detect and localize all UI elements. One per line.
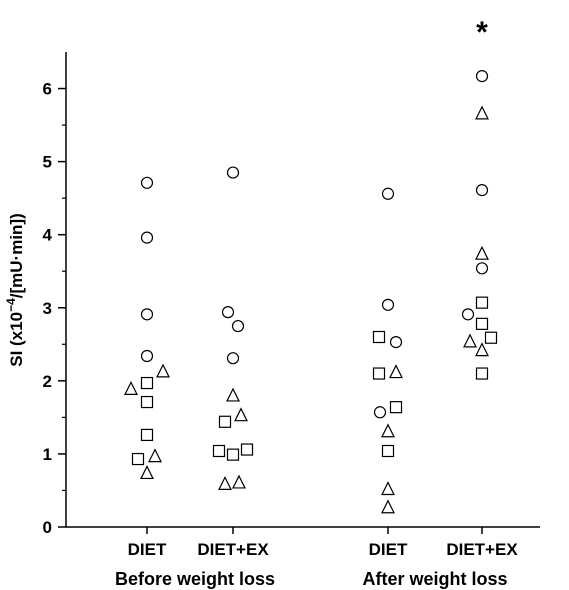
- data-point-circle: [223, 307, 234, 318]
- y-tick-label: 6: [43, 80, 52, 99]
- data-point-triangle: [227, 389, 239, 401]
- data-point-circle: [228, 353, 239, 364]
- data-point-triangle: [149, 450, 161, 462]
- data-point-triangle: [382, 501, 394, 513]
- data-point-triangle: [382, 483, 394, 495]
- group-label: Before weight loss: [115, 569, 275, 589]
- data-point-circle: [142, 177, 153, 188]
- y-tick-label: 2: [43, 372, 52, 391]
- data-point-circle: [477, 71, 488, 82]
- data-point-circle: [228, 167, 239, 178]
- x-category-labels: DIET DIET+EX DIET DIET+EX: [128, 527, 519, 559]
- data-point-circle: [477, 263, 488, 274]
- y-tick-label: 1: [43, 445, 52, 464]
- x-category-label: DIET+EX: [197, 540, 269, 559]
- data-point-triangle: [233, 476, 245, 488]
- data-point-circle: [463, 309, 474, 320]
- data-point-triangle: [235, 409, 247, 421]
- data-point-triangle: [476, 344, 488, 356]
- data-point-square: [220, 416, 231, 427]
- data-point-square: [142, 429, 153, 440]
- data-point-circle: [383, 299, 394, 310]
- data-point-triangle: [382, 425, 394, 437]
- data-point-square: [242, 444, 253, 455]
- data-point-triangle: [476, 107, 488, 119]
- data-point-square: [228, 449, 239, 460]
- data-point-square: [477, 318, 488, 329]
- data-point-square: [214, 446, 225, 457]
- data-point-circle: [477, 185, 488, 196]
- data-point-triangle: [125, 382, 137, 394]
- x-category-label: DIET: [128, 540, 167, 559]
- data-point-square: [374, 332, 385, 343]
- y-tick-label: 3: [43, 299, 52, 318]
- significance-asterisk: *: [476, 16, 488, 49]
- y-tick-label: 5: [43, 153, 52, 172]
- y-axis-label: SI (x10−4/[mU·min]): [4, 213, 26, 366]
- data-point-triangle: [157, 365, 169, 377]
- group-labels: Before weight loss After weight loss: [115, 569, 508, 589]
- group-label: After weight loss: [362, 569, 507, 589]
- data-point-triangle: [464, 335, 476, 347]
- data-points: [125, 71, 497, 513]
- data-point-circle: [375, 407, 386, 418]
- data-point-circle: [383, 188, 394, 199]
- data-point-square: [391, 402, 402, 413]
- data-point-circle: [142, 351, 153, 362]
- data-point-circle: [391, 337, 402, 348]
- data-point-square: [486, 332, 497, 343]
- data-point-square: [477, 368, 488, 379]
- data-point-square: [374, 368, 385, 379]
- data-point-triangle: [390, 366, 402, 378]
- data-point-circle: [142, 309, 153, 320]
- data-point-circle: [233, 321, 244, 332]
- y-ticks: 0 1 2 3 4 5 6: [43, 80, 66, 537]
- data-point-triangle: [141, 466, 153, 478]
- x-category-label: DIET+EX: [446, 540, 518, 559]
- data-point-square: [133, 454, 144, 465]
- data-point-square: [142, 397, 153, 408]
- data-point-triangle: [219, 477, 231, 489]
- data-point-square: [383, 446, 394, 457]
- data-point-circle: [142, 232, 153, 243]
- y-tick-label: 4: [43, 226, 53, 245]
- data-point-square: [142, 378, 153, 389]
- data-point-triangle: [476, 247, 488, 259]
- data-point-square: [477, 297, 488, 308]
- axes: [66, 52, 540, 527]
- x-category-label: DIET: [369, 540, 408, 559]
- y-tick-label: 0: [43, 518, 52, 537]
